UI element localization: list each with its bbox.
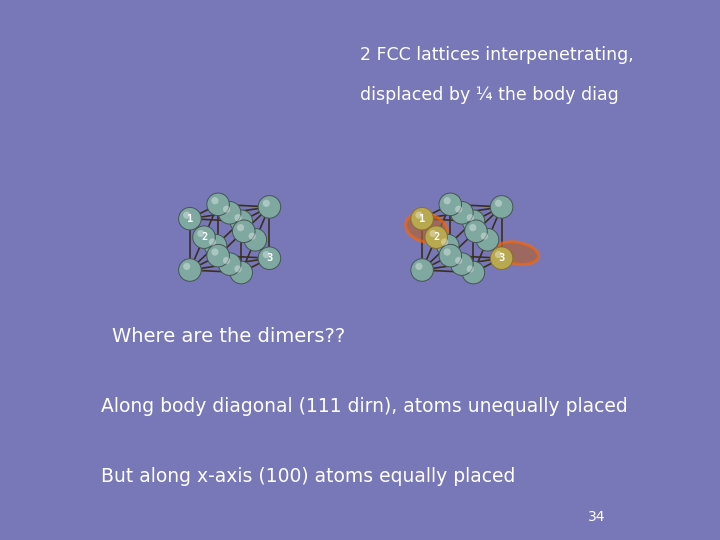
Circle shape bbox=[495, 251, 502, 258]
Circle shape bbox=[258, 195, 281, 218]
Circle shape bbox=[469, 224, 477, 231]
Circle shape bbox=[436, 234, 459, 257]
Circle shape bbox=[411, 207, 433, 230]
Circle shape bbox=[179, 207, 201, 230]
Circle shape bbox=[183, 263, 190, 270]
Circle shape bbox=[490, 195, 513, 218]
Circle shape bbox=[230, 261, 253, 284]
Circle shape bbox=[411, 259, 433, 281]
Circle shape bbox=[455, 257, 462, 264]
Circle shape bbox=[263, 200, 270, 207]
Circle shape bbox=[218, 253, 241, 275]
Circle shape bbox=[462, 261, 485, 284]
Circle shape bbox=[237, 224, 244, 231]
Circle shape bbox=[209, 238, 216, 246]
Circle shape bbox=[244, 228, 266, 251]
Circle shape bbox=[223, 206, 230, 213]
Ellipse shape bbox=[495, 242, 539, 265]
Text: 3: 3 bbox=[266, 253, 273, 263]
Circle shape bbox=[476, 228, 499, 251]
Text: 34: 34 bbox=[588, 510, 606, 524]
Circle shape bbox=[248, 233, 256, 240]
Circle shape bbox=[218, 201, 241, 224]
Circle shape bbox=[495, 200, 502, 207]
Text: 2: 2 bbox=[201, 232, 207, 242]
Circle shape bbox=[462, 210, 485, 233]
Circle shape bbox=[183, 212, 190, 219]
Circle shape bbox=[441, 238, 449, 246]
Circle shape bbox=[235, 214, 242, 221]
Circle shape bbox=[204, 234, 227, 257]
Text: displaced by ¼ the body diag: displaced by ¼ the body diag bbox=[360, 86, 618, 104]
Text: 3: 3 bbox=[498, 253, 505, 263]
Text: 1: 1 bbox=[186, 214, 193, 224]
Circle shape bbox=[235, 265, 242, 273]
Text: Where are the dimers??: Where are the dimers?? bbox=[112, 327, 345, 346]
Circle shape bbox=[179, 259, 201, 281]
Circle shape bbox=[490, 247, 513, 269]
Circle shape bbox=[429, 230, 436, 237]
Circle shape bbox=[455, 206, 462, 213]
Circle shape bbox=[439, 193, 462, 215]
Circle shape bbox=[212, 248, 219, 255]
Text: 2 FCC lattices interpenetrating,: 2 FCC lattices interpenetrating, bbox=[360, 46, 634, 64]
Circle shape bbox=[451, 201, 473, 224]
Circle shape bbox=[467, 214, 474, 221]
Text: Along body diagonal (111 dirn), atoms unequally placed: Along body diagonal (111 dirn), atoms un… bbox=[101, 397, 628, 416]
Circle shape bbox=[193, 226, 215, 248]
Text: But along x-axis (100) atoms equally placed: But along x-axis (100) atoms equally pla… bbox=[101, 467, 516, 486]
Circle shape bbox=[467, 265, 474, 273]
Text: 2: 2 bbox=[433, 232, 439, 242]
Circle shape bbox=[464, 220, 487, 242]
Circle shape bbox=[207, 244, 230, 267]
Circle shape bbox=[481, 233, 488, 240]
Circle shape bbox=[444, 197, 451, 204]
Circle shape bbox=[197, 230, 204, 237]
Circle shape bbox=[258, 247, 281, 269]
Circle shape bbox=[207, 193, 230, 215]
Circle shape bbox=[415, 263, 423, 270]
Circle shape bbox=[263, 251, 270, 258]
Ellipse shape bbox=[405, 213, 447, 242]
Circle shape bbox=[223, 257, 230, 264]
Circle shape bbox=[425, 226, 448, 248]
Circle shape bbox=[230, 210, 253, 233]
Circle shape bbox=[415, 212, 423, 219]
Circle shape bbox=[212, 197, 219, 204]
Circle shape bbox=[451, 253, 473, 275]
Circle shape bbox=[233, 220, 255, 242]
Circle shape bbox=[439, 244, 462, 267]
Circle shape bbox=[444, 248, 451, 255]
Text: 1: 1 bbox=[419, 214, 426, 224]
